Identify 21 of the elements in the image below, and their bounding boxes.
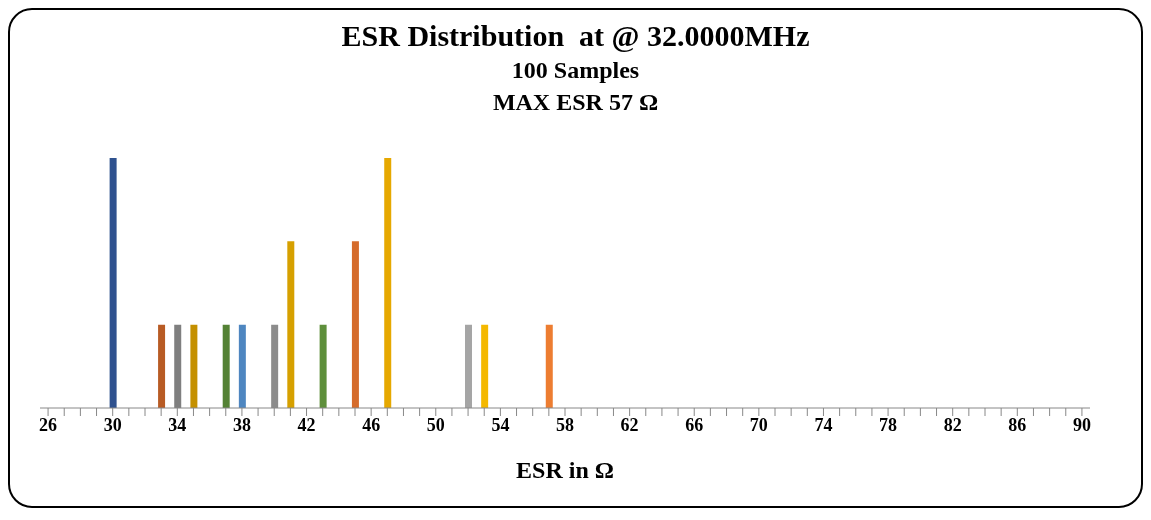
x-tick-label: 50 bbox=[426, 414, 445, 435]
x-tick-label: 26 bbox=[39, 414, 58, 435]
x-tick-label: 70 bbox=[749, 414, 768, 435]
x-tick-label: 46 bbox=[362, 414, 381, 435]
x-tick-label: 66 bbox=[685, 414, 704, 435]
x-tick-label: 78 bbox=[879, 414, 898, 435]
x-tick-label: 58 bbox=[556, 414, 574, 435]
x-tick-label: 86 bbox=[1008, 414, 1027, 435]
chart-title: ESR Distribution at @ 32.0000MHz bbox=[340, 18, 811, 54]
x-axis-title: ESR in Ω bbox=[516, 457, 614, 483]
x-tick-label: 42 bbox=[297, 414, 316, 435]
x-tick-label: 82 bbox=[943, 414, 962, 435]
x-tick-label: 74 bbox=[814, 414, 833, 435]
x-tick-label: 90 bbox=[1072, 414, 1091, 435]
chart-subtitle: 100 Samples bbox=[510, 56, 641, 85]
text: MAX ESR 57 Ω bbox=[491, 88, 660, 117]
x-tick-label: 30 bbox=[103, 414, 122, 435]
x-tick-label: 34 bbox=[168, 414, 187, 435]
x-tick-label: 54 bbox=[491, 414, 510, 435]
x-tick-label: 62 bbox=[620, 414, 639, 435]
x-tick-label: 38 bbox=[232, 414, 251, 435]
